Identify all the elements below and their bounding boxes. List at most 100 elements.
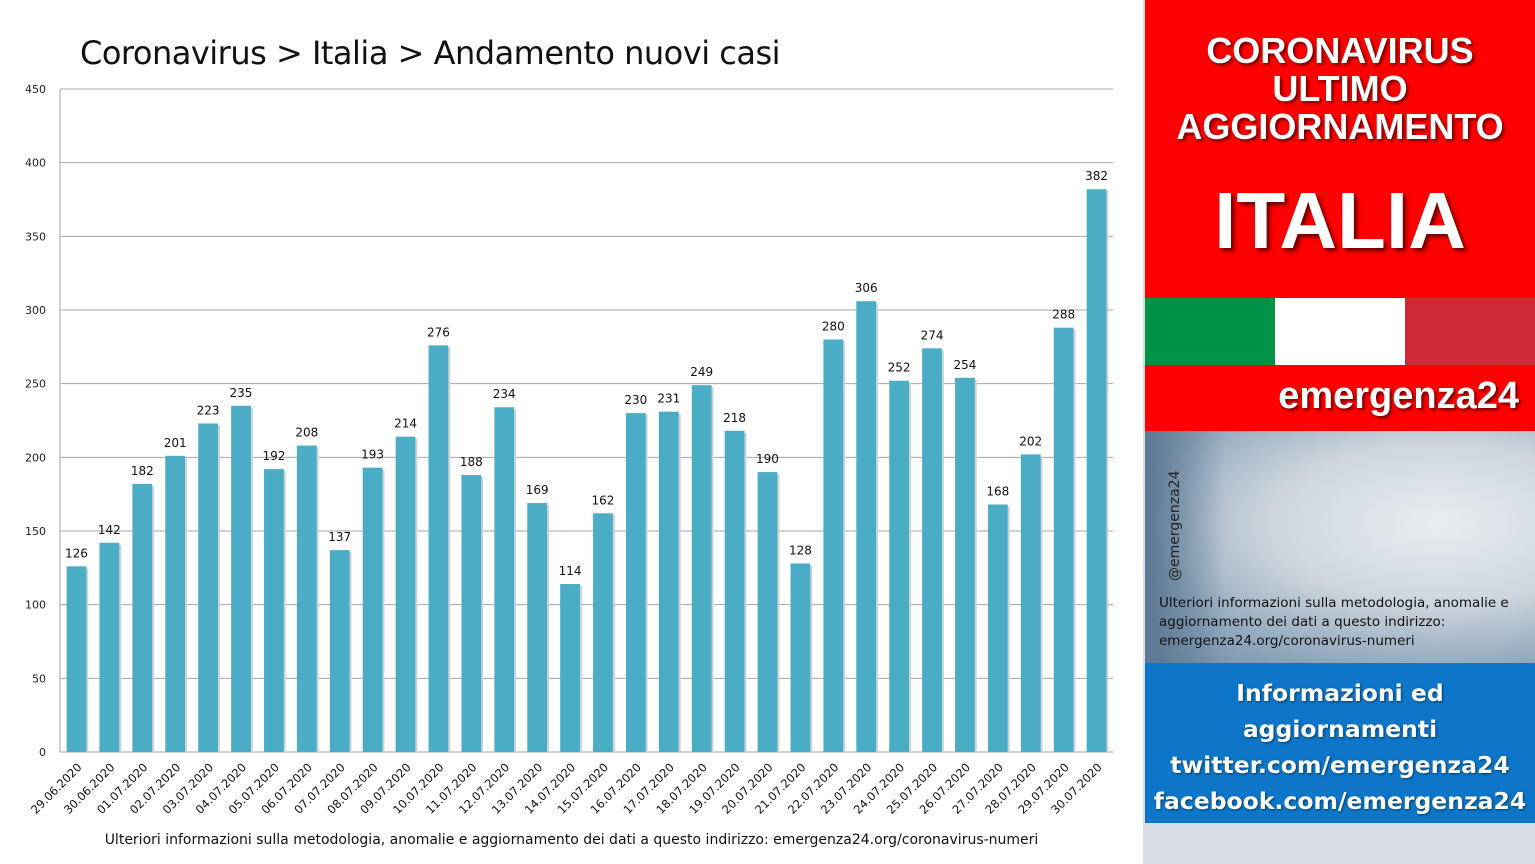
header-line-3: AGGIORNAMENTO [1176,106,1504,147]
italian-flag [1145,298,1535,365]
data-label: 142 [98,523,121,537]
data-label: 280 [822,319,845,333]
bar [889,380,909,752]
data-label: 235 [230,386,253,400]
bar [66,566,87,752]
data-label: 234 [493,387,516,401]
bar [593,513,613,752]
y-tick-label: 50 [32,672,46,685]
data-label: 230 [624,393,647,407]
data-label: 288 [1052,308,1075,322]
bar [625,413,646,752]
data-label: 249 [690,365,713,379]
data-label: 231 [657,392,680,406]
data-label: 218 [723,411,746,425]
bar [1053,327,1074,752]
bar [922,348,942,752]
bar [329,550,350,752]
bar [658,411,679,752]
data-label: 202 [1019,434,1042,448]
header-lines: CORONAVIRUS ULTIMO AGGIORNAMENTO [1145,32,1535,146]
bar [132,483,153,752]
bar [428,345,449,752]
data-label: 126 [65,546,88,560]
bar [757,472,778,752]
data-label: 182 [131,464,154,478]
header-line-1: CORONAVIRUS [1206,30,1474,71]
social-line-1: Informazioni ed [1236,679,1444,707]
right-panel: CORONAVIRUS ULTIMO AGGIORNAMENTO ITALIA … [1143,0,1535,864]
data-label: 169 [526,483,549,497]
data-label: 274 [921,328,944,342]
data-label: 252 [888,361,911,375]
bar [987,504,1008,752]
bar [1086,189,1107,753]
data-label: 114 [559,564,582,578]
data-label: 162 [592,493,615,507]
flag-stripe-red [1405,298,1535,365]
bar [231,405,251,752]
bar [461,475,482,752]
social-lines: Informazioni ed aggiornamenti twitter.co… [1145,663,1535,819]
header-line-2: ULTIMO [1272,68,1408,109]
data-label: 223 [197,403,220,417]
bar [790,563,811,752]
social-handle: @emergenza24 [1167,470,1183,582]
y-tick-label: 250 [25,378,46,391]
data-label: 276 [427,325,450,339]
bar [724,430,745,752]
data-label: 188 [460,455,483,469]
chart-area: Coronavirus > Italia > Andamento nuovi c… [25,34,1113,848]
bar [395,436,416,752]
y-tick-label: 0 [39,746,46,759]
y-tick-label: 300 [25,304,46,317]
data-label: 190 [756,452,779,466]
data-label: 192 [262,449,285,463]
bar [296,445,317,752]
data-label: 254 [953,358,976,372]
country-title: ITALIA [1214,176,1466,265]
y-tick-label: 100 [25,599,46,612]
bar [264,469,284,752]
data-label: 208 [295,426,318,440]
bar [955,377,975,752]
y-tick-label: 450 [25,83,46,96]
bar [1020,454,1041,752]
data-label: 193 [361,448,384,462]
photo-shade [1145,431,1225,663]
social-line-2: aggiornamenti [1242,715,1438,743]
footer-note: Ulteriori informazioni sulla metodologia… [104,832,1039,848]
background-photo: @emergenza24 Ulteriori informazioni sull… [1145,431,1535,663]
bar [494,407,515,752]
social-banner: Informazioni ed aggiornamenti twitter.co… [1145,663,1535,823]
data-label: 128 [789,543,812,557]
bar [560,584,580,752]
data-label: 382 [1085,169,1108,183]
bar [691,385,712,752]
y-tick-label: 350 [25,230,46,243]
bar [362,467,383,752]
panel-note: Ulteriori informazioni sulla metodologia… [1159,595,1509,649]
facebook-link[interactable]: facebook.com/emergenza24 [1153,787,1527,815]
bar [165,455,186,752]
flag-stripe-green [1145,298,1275,365]
y-tick-label: 400 [25,157,46,170]
brand-name: emergenza24 [1278,375,1519,417]
bar-chart: 05010015020025030035040045012629.06.2020… [25,83,1113,817]
data-label: 306 [855,281,878,295]
bar [856,301,877,752]
bar [198,423,218,752]
data-label: 214 [394,417,417,431]
bar [99,542,120,752]
bar [527,503,548,752]
data-label: 201 [164,436,187,450]
data-label: 137 [328,530,351,544]
twitter-link[interactable]: twitter.com/emergenza24 [1170,751,1510,779]
data-label: 168 [986,484,1009,498]
header-banner: CORONAVIRUS ULTIMO AGGIORNAMENTO ITALIA [1145,0,1535,298]
y-tick-label: 150 [25,525,46,538]
chart-title: Coronavirus > Italia > Andamento nuovi c… [80,34,781,72]
y-tick-label: 200 [25,451,46,464]
flag-stripe-white [1275,298,1405,365]
bar [823,339,844,752]
